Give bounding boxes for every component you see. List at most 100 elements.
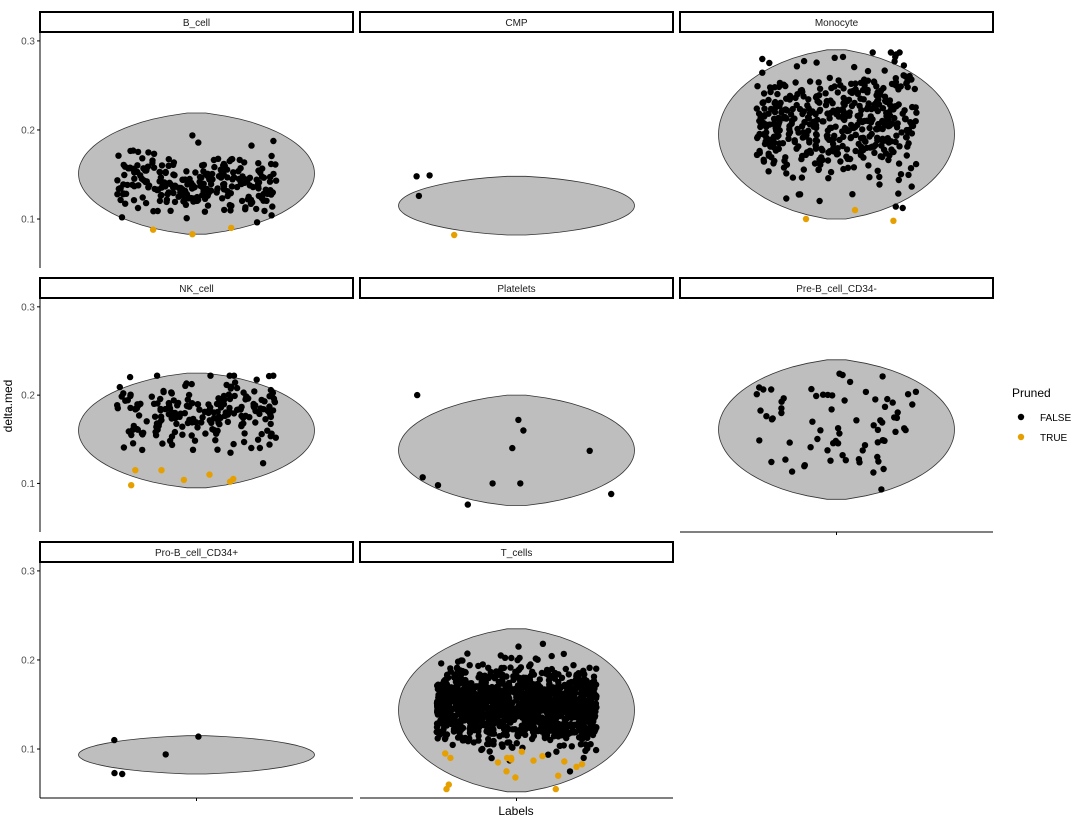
point-false bbox=[475, 683, 482, 690]
point-false bbox=[909, 122, 917, 130]
point-false bbox=[240, 414, 247, 422]
point-false bbox=[154, 400, 161, 407]
point-true bbox=[228, 224, 235, 232]
point-false bbox=[881, 67, 888, 74]
point-false bbox=[778, 398, 785, 405]
point-false bbox=[116, 383, 124, 391]
point-false bbox=[543, 731, 551, 739]
point-false bbox=[217, 166, 224, 173]
point-false bbox=[570, 721, 577, 729]
point-false bbox=[900, 72, 907, 79]
point-false bbox=[114, 191, 121, 198]
point-false bbox=[494, 714, 501, 721]
point-false bbox=[575, 714, 583, 721]
point-false bbox=[213, 400, 221, 408]
point-false bbox=[475, 732, 482, 740]
point-false bbox=[517, 664, 525, 671]
point-false bbox=[812, 130, 820, 138]
point-false bbox=[831, 54, 838, 61]
point-false bbox=[881, 403, 889, 410]
point-false bbox=[898, 129, 905, 136]
point-false bbox=[538, 728, 546, 735]
point-false bbox=[586, 447, 593, 454]
y-tick-label: 0.1 bbox=[21, 215, 35, 226]
point-false bbox=[444, 702, 452, 710]
point-false bbox=[414, 391, 421, 399]
facet-strip bbox=[39, 541, 354, 563]
point-false bbox=[845, 127, 852, 134]
point-false bbox=[191, 437, 199, 444]
point-false bbox=[798, 155, 805, 163]
point-false bbox=[816, 106, 824, 114]
point-false bbox=[198, 419, 205, 426]
point-false bbox=[816, 99, 823, 106]
point-false bbox=[544, 715, 551, 722]
point-false bbox=[770, 160, 777, 167]
point-false bbox=[834, 425, 842, 432]
point-false bbox=[452, 671, 459, 678]
point-false bbox=[788, 120, 795, 127]
point-false bbox=[566, 768, 574, 775]
point-false bbox=[580, 688, 587, 695]
point-false bbox=[911, 85, 918, 93]
point-true bbox=[518, 748, 525, 755]
point-false bbox=[471, 727, 478, 734]
point-false bbox=[880, 465, 887, 473]
point-false bbox=[253, 219, 261, 226]
point-false bbox=[818, 145, 825, 152]
point-false bbox=[894, 409, 901, 416]
point-false bbox=[150, 164, 158, 171]
point-false bbox=[555, 720, 562, 728]
point-false bbox=[209, 426, 216, 433]
point-false bbox=[175, 193, 182, 200]
point-false bbox=[441, 696, 449, 704]
point-true bbox=[851, 206, 859, 214]
point-false bbox=[228, 202, 235, 209]
point-false bbox=[270, 170, 277, 178]
point-true bbox=[226, 478, 234, 485]
point-false bbox=[159, 440, 166, 447]
point-false bbox=[548, 652, 555, 660]
point-false bbox=[483, 720, 490, 727]
point-false bbox=[486, 740, 493, 748]
point-false bbox=[117, 196, 124, 204]
point-false bbox=[438, 660, 445, 667]
point-false bbox=[800, 93, 807, 100]
facet-strip-label: CMP bbox=[505, 18, 528, 29]
point-false bbox=[581, 671, 588, 678]
point-false bbox=[194, 424, 201, 431]
point-false bbox=[786, 439, 793, 446]
point-false bbox=[158, 416, 165, 424]
point-false bbox=[874, 89, 881, 96]
point-false bbox=[148, 393, 155, 400]
point-true bbox=[539, 752, 546, 760]
point-false bbox=[189, 446, 197, 453]
point-false bbox=[798, 86, 805, 94]
point-false bbox=[759, 69, 766, 76]
point-false bbox=[254, 436, 262, 443]
point-false bbox=[516, 654, 523, 662]
point-false bbox=[220, 392, 228, 400]
point-false bbox=[878, 486, 885, 493]
point-false bbox=[562, 691, 569, 698]
point-false bbox=[825, 175, 832, 182]
point-false bbox=[859, 447, 866, 454]
facet-panel-B_cell: B_cell 0.1 0.2 0.3 bbox=[21, 11, 354, 268]
point-false bbox=[816, 85, 824, 93]
y-tick-label: 0.2 bbox=[21, 655, 35, 666]
point-false bbox=[815, 166, 822, 174]
point-false bbox=[134, 401, 141, 408]
point-false bbox=[769, 140, 777, 147]
point-false bbox=[497, 709, 505, 716]
point-false bbox=[500, 725, 508, 733]
point-false bbox=[860, 154, 867, 161]
point-false bbox=[902, 115, 909, 122]
point-false bbox=[118, 393, 125, 400]
facet-strip-label: Monocyte bbox=[815, 18, 859, 29]
point-false bbox=[208, 419, 215, 426]
point-false bbox=[224, 174, 231, 181]
point-false bbox=[819, 118, 826, 125]
point-false bbox=[892, 203, 899, 210]
point-false bbox=[488, 754, 495, 762]
point-false bbox=[464, 650, 471, 657]
